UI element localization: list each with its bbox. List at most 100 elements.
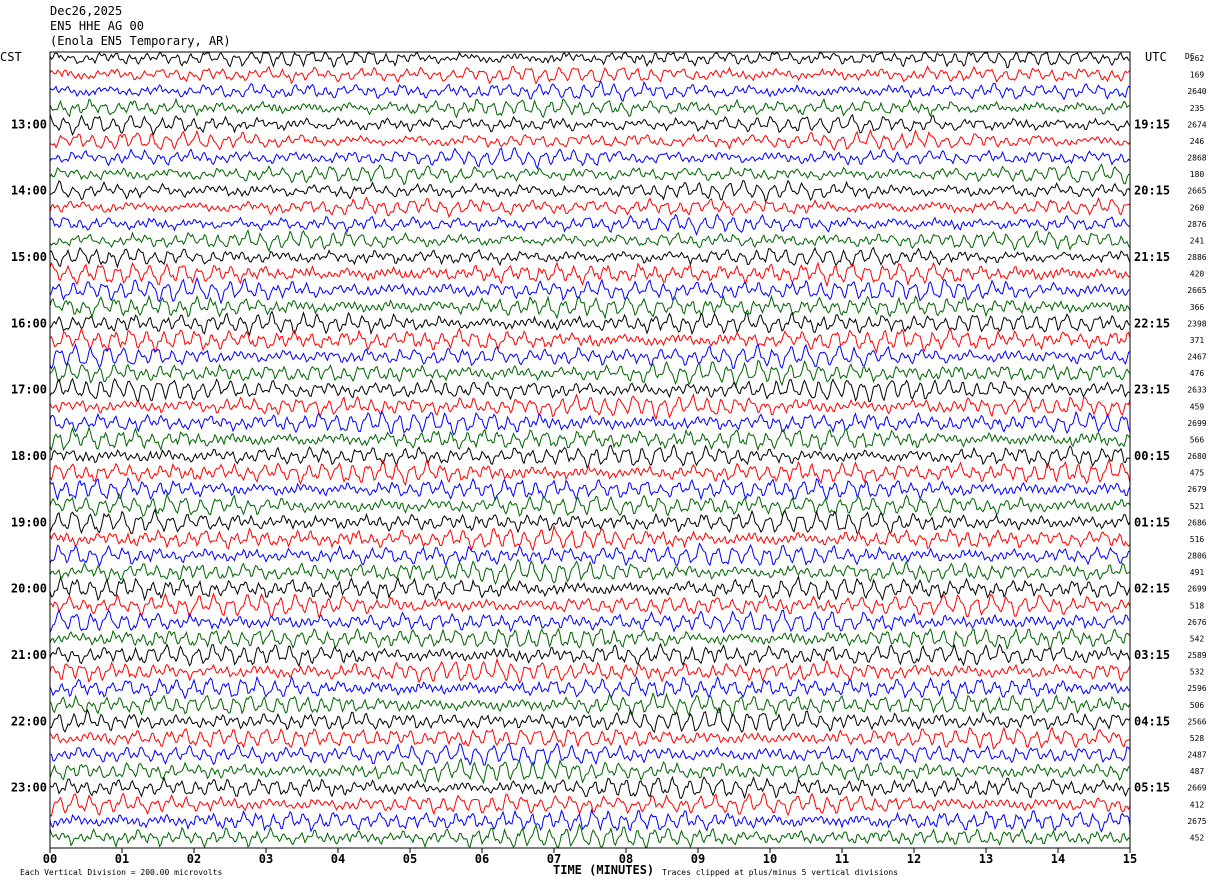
dc-offset-value: 2876 <box>1187 220 1206 229</box>
dc-offset-value: 366 <box>1190 303 1205 312</box>
trace-line <box>49 128 1131 151</box>
trace-line <box>49 524 1131 552</box>
station-code: EN5 HHE AG 00 <box>50 19 144 33</box>
trace-line <box>49 657 1131 684</box>
right-hour-label: 20:15 <box>1134 184 1170 198</box>
trace-line <box>49 558 1131 586</box>
right-timezone-label: UTC <box>1145 50 1167 64</box>
trace-line <box>49 80 1131 103</box>
trace-line <box>49 196 1131 219</box>
trace-line <box>49 326 1131 354</box>
dc-offset-value: 487 <box>1190 767 1205 776</box>
x-tick-label: 08 <box>619 852 633 866</box>
dc-header: DC <box>1185 52 1195 61</box>
dc-offset-value: 246 <box>1190 137 1205 146</box>
x-tick-label: 10 <box>763 852 777 866</box>
trace-line <box>49 410 1131 436</box>
trace-line <box>49 792 1131 817</box>
dc-offset-value: 2674 <box>1187 120 1206 129</box>
dc-offset-value: 542 <box>1190 634 1205 643</box>
trace-line <box>49 575 1131 602</box>
left-time-axis: 13:00 14:00 15:00 16:00 17:00 18:00 19:00 20:00… <box>11 117 47 794</box>
dc-offset-value: 528 <box>1190 734 1205 743</box>
trace-line <box>49 97 1131 119</box>
dc-offset-value: 2686 <box>1187 518 1206 527</box>
dc-offset-value: 475 <box>1190 469 1205 478</box>
x-tick-label: 07 <box>547 852 561 866</box>
trace-line <box>49 592 1131 619</box>
dc-offset-value: 235 <box>1190 104 1205 113</box>
right-hour-label: 23:15 <box>1134 383 1170 397</box>
right-hour-label: 04:15 <box>1134 714 1170 728</box>
station-location: (Enola EN5 Temporary, AR) <box>50 34 231 48</box>
trace-line <box>49 675 1131 701</box>
trace-line <box>49 691 1131 718</box>
trace-group <box>49 51 1131 849</box>
dc-offset-value: 491 <box>1190 568 1205 577</box>
trace-line <box>49 65 1131 85</box>
dc-offset-value: 2640 <box>1187 87 1206 96</box>
dc-offset-value: 2467 <box>1187 353 1206 362</box>
x-tick-label: 13 <box>979 852 993 866</box>
dc-offset-value: 420 <box>1190 270 1205 279</box>
x-tick-label: 14 <box>1051 852 1065 866</box>
dc-offset-value: 506 <box>1190 701 1205 710</box>
right-hour-label: 00:15 <box>1134 449 1170 463</box>
dc-offset-value: 2676 <box>1187 618 1206 627</box>
right-hour-label: 02:15 <box>1134 582 1170 596</box>
trace-line <box>49 113 1131 136</box>
dc-offset-value: 532 <box>1190 668 1205 677</box>
trace-line <box>49 343 1131 370</box>
trace-line <box>49 808 1131 833</box>
dc-offset-value: 180 <box>1190 170 1205 179</box>
dc-offset-value: 2806 <box>1187 552 1206 561</box>
right-hour-label: 19:15 <box>1134 117 1170 131</box>
dc-offset-value: 459 <box>1190 402 1205 411</box>
trace-line <box>49 310 1131 337</box>
plot-frame <box>49 51 1131 849</box>
trace-line <box>49 51 1131 69</box>
dc-offset-value: 2398 <box>1187 319 1206 328</box>
dc-offset-value: 169 <box>1190 71 1205 80</box>
right-hour-label: 03:15 <box>1134 648 1170 662</box>
left-hour-label: 17:00 <box>11 383 47 397</box>
dc-offset-value: 2679 <box>1187 485 1206 494</box>
dc-offset-value: 452 <box>1190 833 1205 842</box>
trace-line <box>49 359 1131 389</box>
dc-offset-value: 2675 <box>1187 817 1206 826</box>
trace-line <box>49 276 1131 305</box>
dc-offset-value: 412 <box>1190 800 1205 809</box>
dc-offset-value: 2680 <box>1187 452 1206 461</box>
left-hour-label: 20:00 <box>11 582 47 596</box>
left-hour-label: 13:00 <box>11 117 47 131</box>
dc-offset-column: 262 169 2640 235 2674 246 2868 180 2665 260 2876 24… <box>1187 54 1206 842</box>
x-tick-label: 12 <box>907 852 921 866</box>
x-axis: 00 01 02 03 04 05 06 07 08 09 10 11 12 13 14 15 <box>43 848 1137 866</box>
dc-offset-value: 241 <box>1190 236 1205 245</box>
trace-line <box>49 377 1131 403</box>
dc-offset-value: 2589 <box>1187 651 1206 660</box>
right-hour-label: 01:15 <box>1134 515 1170 529</box>
dc-offset-value: 521 <box>1190 502 1205 511</box>
trace-line <box>49 425 1131 452</box>
x-tick-label: 06 <box>475 852 489 866</box>
left-hour-label: 22:00 <box>11 714 47 728</box>
dc-offset-value: 566 <box>1190 435 1205 444</box>
dc-offset-value: 2699 <box>1187 419 1206 428</box>
left-hour-label: 18:00 <box>11 449 47 463</box>
x-tick-label: 02 <box>187 852 201 866</box>
trace-line <box>49 742 1131 766</box>
x-tick-label: 00 <box>43 852 57 866</box>
dc-offset-value: 2596 <box>1187 684 1206 693</box>
dc-offset-value: 2868 <box>1187 154 1206 163</box>
trace-line <box>49 542 1131 568</box>
dc-offset-value: 476 <box>1190 369 1205 378</box>
dc-offset-value: 262 <box>1190 54 1205 63</box>
dc-offset-value: 371 <box>1190 336 1205 345</box>
trace-line <box>49 443 1131 469</box>
left-hour-label: 15:00 <box>11 250 47 264</box>
trace-line <box>49 642 1131 668</box>
trace-line <box>49 294 1131 320</box>
left-hour-label: 23:00 <box>11 781 47 795</box>
